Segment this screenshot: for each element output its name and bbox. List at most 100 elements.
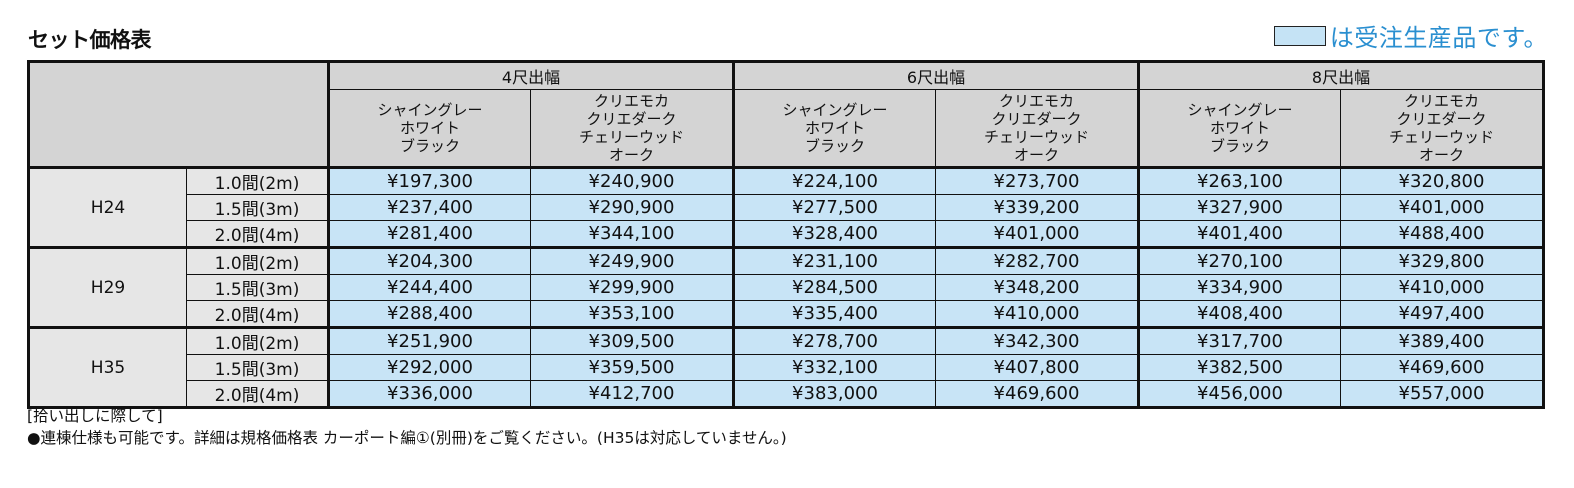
price-cell: ¥249,900 xyxy=(530,246,734,275)
price-cell: ¥412,700 xyxy=(530,380,734,408)
corner-cell xyxy=(28,61,329,169)
price-cell: ¥332,100 xyxy=(732,354,936,381)
price-cell: ¥389,400 xyxy=(1340,326,1544,355)
price-cell: ¥401,000 xyxy=(935,220,1139,248)
price-cell: ¥328,400 xyxy=(732,220,936,248)
price-cell: ¥348,200 xyxy=(935,274,1139,301)
color-header-woodgrain: クリエモカ クリエダーク チェリーウッド オーク xyxy=(530,89,734,169)
price-cell: ¥407,800 xyxy=(935,354,1139,381)
color-name: ブラック xyxy=(804,137,865,155)
price-cell: ¥327,900 xyxy=(1137,194,1341,221)
notes-heading: [拾い出しに際して] xyxy=(27,407,163,425)
price-cell: ¥290,900 xyxy=(530,194,734,221)
price-cell: ¥334,900 xyxy=(1137,274,1341,301)
price-cell: ¥408,400 xyxy=(1137,300,1341,328)
table-row: 1.5間(3m) ¥237,400 ¥290,900 ¥277,500 ¥339,200… xyxy=(29,194,1544,221)
page-title: セット価格表 xyxy=(28,28,152,52)
price-cell: ¥270,100 xyxy=(1137,246,1341,275)
price-cell: ¥339,200 xyxy=(935,194,1139,221)
color-header-standard: シャイングレー ホワイト ブラック xyxy=(327,89,531,169)
notes-bullet: ●連棟仕様も可能です。詳細は規格価格表 カーポート編①(別冊)をご覧ください。(… xyxy=(27,429,787,447)
price-cell: ¥299,900 xyxy=(530,274,734,301)
color-name: シャイングレー xyxy=(377,101,483,119)
color-header-standard: シャイングレー ホワイト ブラック xyxy=(1137,89,1341,169)
price-cell: ¥469,600 xyxy=(935,380,1139,408)
color-name: チェリーウッド xyxy=(983,128,1089,146)
height-label: H24 xyxy=(28,167,187,248)
legend: は受注生産品です。 xyxy=(1273,18,1548,53)
size-label: 1.5間(3m) xyxy=(186,194,329,221)
price-cell: ¥401,400 xyxy=(1137,220,1341,248)
price-cell: ¥240,900 xyxy=(530,167,734,195)
price-cell: ¥278,700 xyxy=(732,326,936,355)
color-header-row: シャイングレー ホワイト ブラック クリエモカ クリエダーク チェリーウッド オーク シャイン… xyxy=(29,89,1544,169)
price-cell: ¥197,300 xyxy=(327,167,531,195)
color-name: ブラック xyxy=(399,137,460,155)
notes: [拾い出しに際して] ●連棟仕様も可能です。詳細は規格価格表 カーポート編①(別… xyxy=(27,405,787,449)
color-header-woodgrain: クリエモカ クリエダーク チェリーウッド オーク xyxy=(935,89,1139,169)
table-row: H24 1.0間(2m) ¥197,300 ¥240,900 ¥224,100 ¥273,… xyxy=(28,167,1544,248)
price-cell: ¥557,000 xyxy=(1340,380,1544,408)
color-name: シャイングレー xyxy=(782,101,888,119)
size-label: 1.5間(3m) xyxy=(186,274,329,301)
color-name: クリエモカ xyxy=(593,92,669,110)
color-name: オーク xyxy=(1418,146,1464,164)
width-header-row: 4尺出幅 6尺出幅 8尺出幅 xyxy=(28,61,1544,169)
price-cell: ¥336,000 xyxy=(327,380,531,408)
width-header-6shaku: 6尺出幅 xyxy=(732,61,1139,90)
price-cell: ¥410,000 xyxy=(1340,274,1544,301)
table-row: H35 1.0間(2m) ¥251,900 ¥309,500 ¥278,700 ¥342,… xyxy=(28,326,1544,408)
made-to-order-swatch xyxy=(1273,25,1326,46)
price-cell: ¥359,500 xyxy=(530,354,734,381)
price-cell: ¥488,400 xyxy=(1340,220,1544,248)
price-cell: ¥282,700 xyxy=(935,246,1139,275)
color-header-standard: シャイングレー ホワイト ブラック xyxy=(732,89,936,169)
color-name: シャイングレー xyxy=(1187,101,1293,119)
color-name: クリエダーク xyxy=(991,110,1082,128)
size-label: 1.0間(2m) xyxy=(186,246,329,275)
table-row: H29 1.0間(2m) ¥204,300 ¥249,900 ¥231,100 ¥282,… xyxy=(28,246,1544,328)
legend-text: は受注生産品です。 xyxy=(1329,24,1548,52)
price-cell: ¥263,100 xyxy=(1137,167,1341,195)
price-cell: ¥317,700 xyxy=(1137,326,1341,355)
color-name: クリエモカ xyxy=(998,92,1074,110)
price-cell: ¥382,500 xyxy=(1137,354,1341,381)
price-cell: ¥273,700 xyxy=(935,167,1139,195)
price-cell: ¥383,000 xyxy=(732,380,936,408)
size-label: 2.0間(4m) xyxy=(186,380,329,408)
color-name: クリエダーク xyxy=(586,110,677,128)
color-name: ホワイト xyxy=(1209,119,1270,137)
price-cell: ¥251,900 xyxy=(327,326,531,355)
color-name: オーク xyxy=(1013,146,1059,164)
price-cell: ¥342,300 xyxy=(935,326,1139,355)
table-row: 1.5間(3m) ¥244,400 ¥299,900 ¥284,500 ¥348,200… xyxy=(29,274,1544,301)
color-name: ホワイト xyxy=(804,119,865,137)
width-header-8shaku: 8尺出幅 xyxy=(1137,61,1544,90)
width-header-4shaku: 4尺出幅 xyxy=(327,61,734,90)
price-cell: ¥469,600 xyxy=(1340,354,1544,381)
size-label: 1.0間(2m) xyxy=(186,167,329,195)
price-cell: ¥244,400 xyxy=(327,274,531,301)
price-cell: ¥281,400 xyxy=(327,220,531,248)
color-name: チェリーウッド xyxy=(578,128,684,146)
color-name: チェリーウッド xyxy=(1388,128,1494,146)
price-cell: ¥231,100 xyxy=(732,246,936,275)
size-label: 2.0間(4m) xyxy=(186,220,329,248)
color-name: クリエダーク xyxy=(1396,110,1487,128)
price-cell: ¥320,800 xyxy=(1340,167,1544,195)
price-table: 4尺出幅 6尺出幅 8尺出幅 シャイングレー ホワイト ブラック クリエモカ クリエダー… xyxy=(27,60,1545,409)
price-cell: ¥237,400 xyxy=(327,194,531,221)
price-cell: ¥204,300 xyxy=(327,246,531,275)
table-row: 1.5間(3m) ¥292,000 ¥359,500 ¥332,100 ¥407,800… xyxy=(29,354,1544,381)
price-cell: ¥292,000 xyxy=(327,354,531,381)
price-cell: ¥353,100 xyxy=(530,300,734,328)
price-table-body: H24 1.0間(2m) ¥197,300 ¥240,900 ¥224,100 ¥273,… xyxy=(28,167,1544,408)
size-label: 1.0間(2m) xyxy=(186,326,329,355)
price-cell: ¥329,800 xyxy=(1340,246,1544,275)
color-name: オーク xyxy=(608,146,654,164)
color-name: ホワイト xyxy=(399,119,460,137)
price-cell: ¥335,400 xyxy=(732,300,936,328)
height-label: H29 xyxy=(28,246,187,328)
table-row: 2.0間(4m) ¥288,400 ¥353,100 ¥335,400 ¥410,000… xyxy=(29,300,1544,328)
table-row: 2.0間(4m) ¥281,400 ¥344,100 ¥328,400 ¥401,000… xyxy=(29,220,1544,248)
